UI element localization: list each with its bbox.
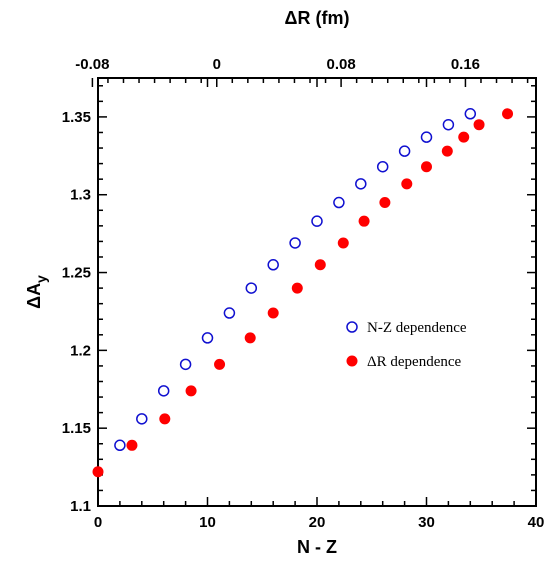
y-axis-title-main: ΔA bbox=[24, 283, 44, 309]
x-tick-label: 40 bbox=[528, 514, 545, 531]
data-point-dr-11 bbox=[379, 197, 391, 209]
y-tick-label: 1.3 bbox=[70, 187, 91, 204]
x-tick-label: 0 bbox=[94, 514, 102, 531]
legend-label-nz: N-Z dependence bbox=[367, 320, 467, 336]
plot-frame bbox=[97, 77, 537, 507]
data-point-dr-6 bbox=[267, 307, 279, 319]
x-tick-label: 10 bbox=[199, 514, 216, 531]
x2-axis-title: ΔR (fm) bbox=[285, 8, 350, 28]
data-point-dr-12 bbox=[401, 178, 413, 190]
data-point-dr-9 bbox=[337, 237, 349, 249]
data-point-nz-11 bbox=[355, 178, 367, 190]
data-point-dr-5 bbox=[244, 332, 256, 344]
data-point-dr-3 bbox=[185, 385, 197, 397]
data-point-dr-14 bbox=[441, 145, 453, 157]
data-point-dr-1 bbox=[126, 439, 138, 451]
data-point-dr-8 bbox=[314, 259, 326, 271]
data-point-dr-17 bbox=[502, 108, 514, 120]
data-point-dr-7 bbox=[291, 282, 303, 294]
x-tick-label: 20 bbox=[309, 514, 326, 531]
data-point-dr-2 bbox=[159, 413, 171, 425]
data-point-dr-4 bbox=[214, 358, 226, 370]
data-point-nz-1 bbox=[136, 413, 148, 425]
data-point-dr-16 bbox=[473, 119, 485, 131]
data-point-dr-13 bbox=[421, 161, 432, 173]
points-layer bbox=[92, 108, 514, 478]
x2-tick-label: -0.08 bbox=[75, 56, 109, 73]
data-point-dr-15 bbox=[458, 131, 470, 143]
data-point-nz-12 bbox=[376, 160, 389, 173]
data-point-nz-16 bbox=[464, 108, 477, 120]
x-axis-title: N - Z bbox=[297, 537, 337, 557]
x-tick-label: 30 bbox=[418, 514, 435, 531]
legend: N-Z dependence ΔR dependence bbox=[346, 320, 467, 370]
ticks-layer bbox=[91, 78, 537, 507]
data-point-nz-13 bbox=[398, 145, 411, 157]
data-point-nz-7 bbox=[267, 259, 279, 271]
x2-tick-label: 0.16 bbox=[451, 56, 480, 73]
y-tick-label: 1.1 bbox=[70, 498, 91, 515]
data-point-dr-10 bbox=[358, 215, 370, 227]
data-point-nz-0 bbox=[114, 439, 126, 452]
data-point-nz-15 bbox=[442, 118, 455, 131]
y-tick-label: 1.2 bbox=[70, 342, 91, 359]
data-point-nz-6 bbox=[245, 282, 258, 294]
data-point-nz-5 bbox=[223, 307, 236, 319]
legend-marker-open-circle bbox=[346, 321, 358, 333]
data-point-nz-9 bbox=[311, 215, 323, 227]
data-point-nz-3 bbox=[179, 358, 192, 371]
legend-marker-filled-circle bbox=[346, 355, 358, 367]
y-axis-title: ΔAy bbox=[24, 275, 49, 309]
tick-labels-layer: 0 10 20 30 40 -0.08 0 0.08 0.16 1.1 1.15 1.2 1.25 1.3… bbox=[62, 56, 545, 531]
y-tick-label: 1.25 bbox=[62, 265, 91, 282]
x2-tick-label: 0.08 bbox=[326, 56, 355, 73]
data-point-nz-10 bbox=[333, 196, 345, 209]
legend-label-dr: ΔR dependence bbox=[367, 354, 462, 370]
y-tick-label: 1.35 bbox=[62, 109, 91, 126]
data-point-nz-14 bbox=[420, 131, 433, 143]
x2-tick-label: 0 bbox=[213, 56, 221, 73]
y-tick-label: 1.15 bbox=[62, 420, 91, 437]
data-point-dr-0 bbox=[92, 466, 104, 478]
data-point-nz-8 bbox=[289, 237, 301, 249]
data-point-nz-2 bbox=[157, 385, 170, 397]
data-point-nz-4 bbox=[201, 332, 214, 344]
y-axis-title-sub: y bbox=[33, 275, 49, 283]
